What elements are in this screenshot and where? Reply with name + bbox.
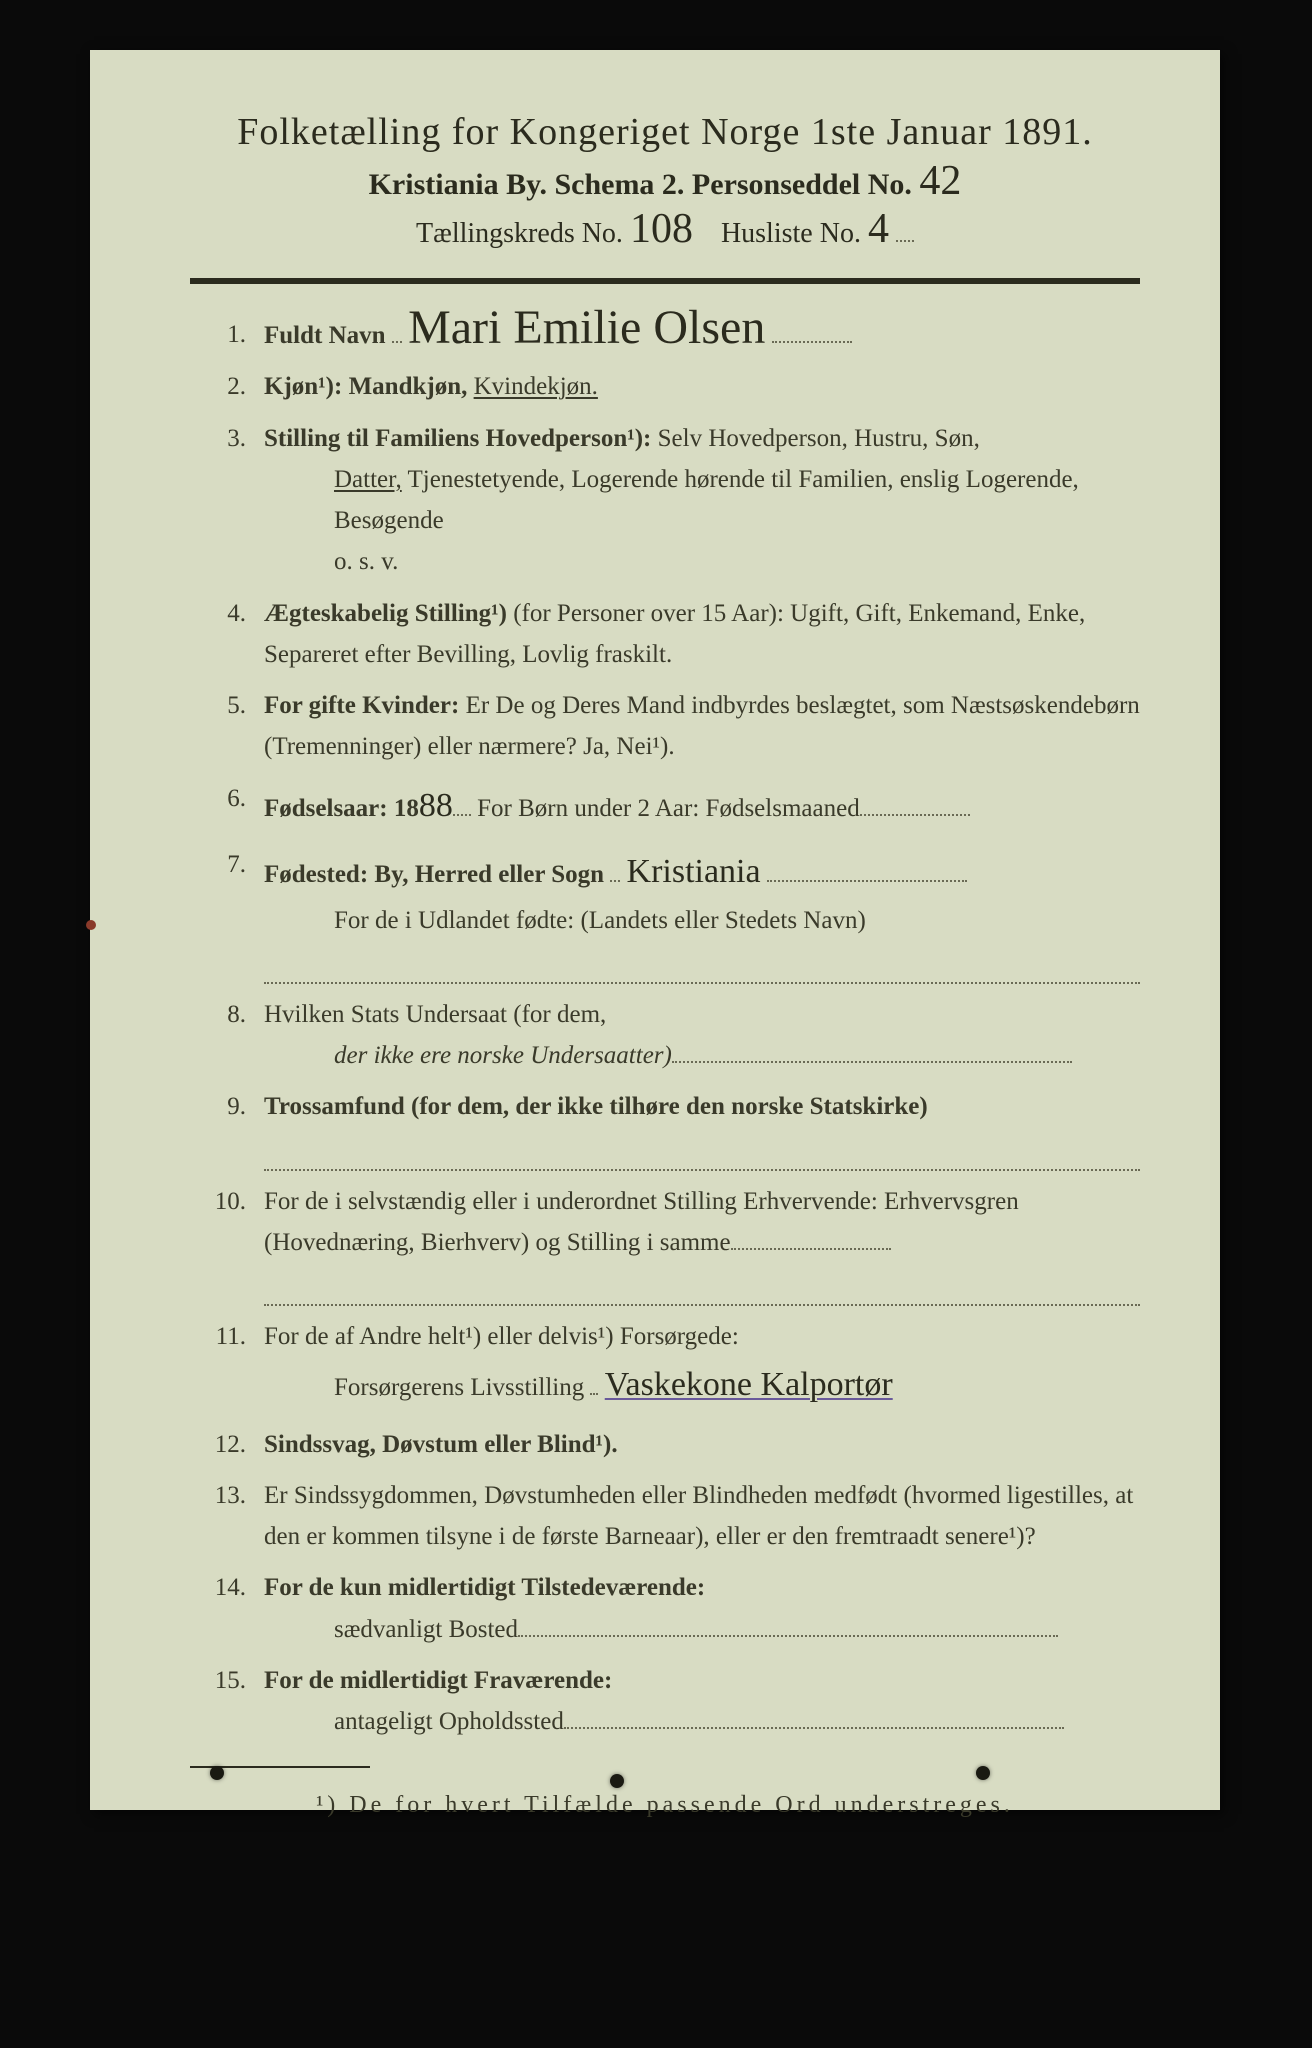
husliste-label: Husliste No. bbox=[721, 218, 861, 249]
item7-sub: For de i Udlandet fødte: (Landets eller … bbox=[264, 900, 1140, 941]
item8-b: der ikke ere norske Undersaatter) bbox=[334, 1042, 672, 1069]
census-form-page: Folketælling for Kongeriget Norge 1ste J… bbox=[90, 50, 1220, 1810]
item3-label: Stilling til Familiens Hovedperson¹): bbox=[264, 425, 651, 452]
item11-b: Forsørgerens Livsstilling bbox=[334, 1374, 584, 1401]
item1-label: Fuldt Navn bbox=[264, 322, 386, 349]
subtitle-line-2: Tællingskreds No. 108 Husliste No. 4 bbox=[190, 212, 1140, 250]
item15-a: For de midlertidigt Fraværende: bbox=[264, 1667, 612, 1694]
item10-text: For de i selvstændig eller i underordnet… bbox=[264, 1188, 1019, 1256]
item2-underlined: Kvindekjøn. bbox=[474, 373, 598, 400]
item14-a: For de kun midlertidigt Tilstedeværende: bbox=[264, 1574, 705, 1601]
item-11: 11. For de af Andre helt¹) eller delvis¹… bbox=[190, 1316, 1140, 1413]
red-dot-icon bbox=[86, 920, 96, 930]
personseddel-no-value: 42 bbox=[919, 169, 961, 194]
item-9: 9. Trossamfund (for dem, der ikke tilhør… bbox=[190, 1086, 1140, 1170]
item3-rest2: Tjenestetyende, Logerende hørende til Fa… bbox=[334, 466, 1079, 534]
item-6: 6. Fødselsaar: 1888 For Børn under 2 Aar… bbox=[190, 778, 1140, 834]
item9-text: Trossamfund (for dem, der ikke tilhøre d… bbox=[264, 1093, 928, 1120]
item-8: 8. Hvilken Stats Undersaat (for dem, der… bbox=[190, 994, 1140, 1077]
pinhole-icon bbox=[976, 1766, 990, 1780]
item3-rest1: Selv Hovedperson, Hustru, Søn, bbox=[651, 425, 979, 452]
pinhole-icon bbox=[210, 1766, 224, 1780]
item7-label: Fødested: By, Herred eller Sogn bbox=[264, 861, 604, 888]
full-name-value: Mari Emilie Olsen bbox=[408, 314, 765, 343]
kreds-no-value: 108 bbox=[630, 217, 693, 242]
item2-text: Kjøn¹): Mandkjøn, bbox=[264, 373, 474, 400]
item-10: 10. For de i selvstændig eller i underor… bbox=[190, 1181, 1140, 1307]
subtitle-line: Kristiania By. Schema 2. Personseddel No… bbox=[190, 168, 1140, 202]
item8-a: Hvilken Stats Undersaat (for dem, bbox=[264, 1001, 606, 1028]
main-title: Folketælling for Kongeriget Norge 1ste J… bbox=[190, 110, 1140, 154]
form-items: 1. Fuldt Navn Mari Emilie Olsen 2. Kjøn¹… bbox=[190, 314, 1140, 1742]
item13-text: Er Sindssygdommen, Døvstumheden eller Bl… bbox=[264, 1475, 1140, 1558]
item-14: 14. For de kun midlertidigt Tilstedevære… bbox=[190, 1567, 1140, 1650]
item11-a: For de af Andre helt¹) eller delvis¹) Fo… bbox=[264, 1323, 739, 1350]
item3-osv: o. s. v. bbox=[264, 541, 1140, 582]
birth-year-value: 88 bbox=[419, 787, 453, 824]
item-7: 7. Fødested: By, Herred eller Sogn Krist… bbox=[190, 844, 1140, 984]
item12-text: Sindssvag, Døvstum eller Blind¹). bbox=[264, 1424, 1140, 1465]
subtitle-prefix: Kristiania By. Schema 2. Personseddel No… bbox=[369, 168, 912, 201]
item-3: 3. Stilling til Familiens Hovedperson¹):… bbox=[190, 418, 1140, 583]
item-15: 15. For de midlertidigt Fraværende: anta… bbox=[190, 1660, 1140, 1743]
divider-rule bbox=[190, 278, 1140, 284]
item-5: 5. For gifte Kvinder: Er De og Deres Man… bbox=[190, 685, 1140, 768]
item6-rest: For Børn under 2 Aar: Fødselsmaaned bbox=[471, 795, 860, 822]
item4-label: Ægteskabelig Stilling¹) bbox=[264, 600, 507, 627]
footnote-text: ¹) De for hvert Tilfælde passende Ord un… bbox=[190, 1792, 1140, 1819]
item-13: 13. Er Sindssygdommen, Døvstumheden elle… bbox=[190, 1475, 1140, 1558]
birthplace-value: Kristiania bbox=[627, 853, 761, 890]
item5-label: For gifte Kvinder: bbox=[264, 692, 459, 719]
item-1: 1. Fuldt Navn Mari Emilie Olsen bbox=[190, 314, 1140, 356]
item6-label: Fødselsaar: 18 bbox=[264, 795, 419, 822]
item14-b: sædvanligt Bosted bbox=[334, 1616, 518, 1643]
item-4: 4. Ægteskabelig Stilling¹) (for Personer… bbox=[190, 593, 1140, 676]
item-2: 2. Kjøn¹): Mandkjøn, Kvindekjøn. bbox=[190, 366, 1140, 407]
provider-occupation-value: Vaskekone Kalportør bbox=[605, 1366, 893, 1403]
item3-datter: Datter, bbox=[334, 466, 402, 493]
kreds-label: Tællingskreds No. bbox=[416, 218, 623, 249]
husliste-no-value: 4 bbox=[868, 217, 889, 242]
pinhole-icon bbox=[610, 1774, 624, 1788]
item15-b: antageligt Opholdssted bbox=[334, 1708, 564, 1735]
item-12: 12. Sindssvag, Døvstum eller Blind¹). bbox=[190, 1424, 1140, 1465]
